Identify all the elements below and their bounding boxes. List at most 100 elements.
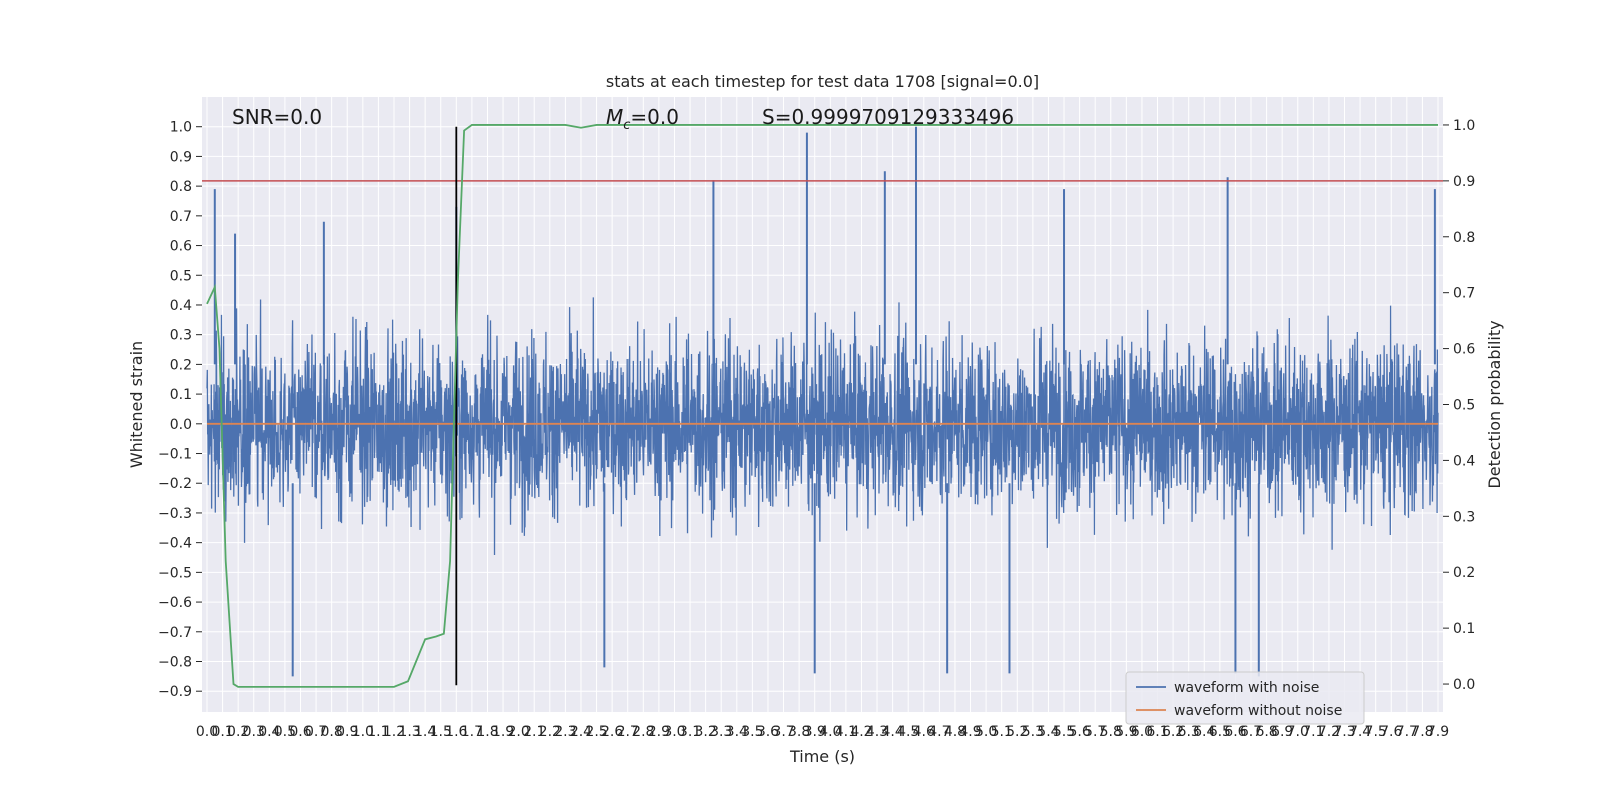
x-axis-ticks: 0.00.10.20.30.40.50.60.70.80.91.01.11.21… — [196, 724, 1449, 740]
y-right-axis-label: Detection probability — [1485, 320, 1504, 488]
x-tick-label: 5.4 — [1037, 724, 1059, 740]
legend: waveform with noise waveform without noi… — [1125, 671, 1365, 725]
x-tick-label: 4.1 — [835, 724, 857, 740]
x-tick-label: 2.3 — [554, 724, 576, 740]
y-tick-label: 0.2 — [170, 357, 192, 373]
y-tick-label: −0.2 — [158, 476, 192, 492]
x-tick-label: 2.8 — [632, 724, 654, 740]
x-tick-label: 3.6 — [757, 724, 779, 740]
detection-probability-line — [206, 124, 1438, 688]
y-right-tick-label: 0.2 — [1453, 565, 1475, 581]
x-tick-label: 3.8 — [788, 724, 810, 740]
x-tick-label: 2.6 — [601, 724, 623, 740]
snr-annotation: SNR=0.0 — [232, 105, 322, 129]
x-tick-label: 4.2 — [850, 724, 872, 740]
series-lines — [202, 124, 1443, 688]
x-tick-label: 7.5 — [1365, 724, 1387, 740]
x-tick-label: 5.5 — [1053, 724, 1075, 740]
x-tick-label: 5.2 — [1006, 724, 1028, 740]
x-tick-label: 4.7 — [928, 724, 950, 740]
x-tick-label: 7.0 — [1287, 724, 1309, 740]
x-tick-label: 4.8 — [944, 724, 966, 740]
legend-label-waveform-with-noise: waveform with noise — [1174, 680, 1319, 696]
x-tick-label: 3.4 — [726, 724, 748, 740]
x-tick-label: 7.3 — [1333, 724, 1355, 740]
x-tick-label: 5.0 — [975, 724, 997, 740]
x-tick-label: 3.7 — [772, 724, 794, 740]
x-tick-label: 1.2 — [383, 724, 405, 740]
x-tick-label: 0.6 — [289, 724, 311, 740]
x-tick-label: 1.0 — [352, 724, 374, 740]
x-tick-label: 0.4 — [258, 724, 280, 740]
y-right-tick-label: 0.4 — [1453, 453, 1475, 469]
x-tick-label: 1.4 — [414, 724, 436, 740]
y-tick-label: −0.9 — [158, 684, 192, 700]
x-tick-label: 7.4 — [1349, 724, 1371, 740]
x-tick-label: 0.1 — [211, 724, 233, 740]
x-tick-label: 7.2 — [1318, 724, 1340, 740]
y-tick-label: −0.3 — [158, 506, 192, 522]
x-tick-label: 7.7 — [1396, 724, 1418, 740]
y-tick-label: −0.4 — [158, 536, 192, 552]
x-tick-label: 4.5 — [897, 724, 919, 740]
x-tick-label: 1.1 — [367, 724, 389, 740]
legend-label-waveform-without-noise: waveform without noise — [1174, 703, 1342, 719]
x-tick-label: 3.1 — [679, 724, 701, 740]
y-right-tick-label: 1.0 — [1453, 118, 1475, 134]
x-tick-label: 7.6 — [1380, 724, 1402, 740]
y-tick-label: 0.1 — [170, 387, 192, 403]
x-tick-label: 0.5 — [274, 724, 296, 740]
x-tick-label: 7.1 — [1302, 724, 1324, 740]
x-tick-label: 1.7 — [461, 724, 483, 740]
chirp-mass-annotation: Mc=0.0 — [606, 105, 679, 133]
y-right-axis-ticks: 0.0 0.1 0.2 0.3 0.4 0.5 0.6 0.7 0.8 0.9 1.0 — [1443, 118, 1475, 693]
x-tick-label: 5.8 — [1100, 724, 1122, 740]
x-tick-label: 3.5 — [741, 724, 763, 740]
series-waveform-with-noise — [206, 126, 1439, 677]
x-tick-label: 6.4 — [1193, 724, 1215, 740]
y-right-tick-label: 0.0 — [1453, 677, 1475, 693]
y-tick-label: −0.8 — [158, 654, 192, 670]
x-tick-label: 3.9 — [804, 724, 826, 740]
x-tick-label: 6.1 — [1146, 724, 1168, 740]
x-tick-label: 4.4 — [881, 724, 903, 740]
y-right-tick-label: 0.1 — [1453, 621, 1475, 637]
x-tick-label: 1.3 — [398, 724, 420, 740]
x-tick-label: 4.0 — [819, 724, 841, 740]
x-tick-label: 5.3 — [1022, 724, 1044, 740]
x-tick-label: 7.8 — [1411, 724, 1433, 740]
legend-box — [1125, 671, 1365, 725]
s-annotation: S=0.9999709129333496 — [762, 105, 1014, 129]
y-tick-label: 0.5 — [170, 268, 192, 284]
x-tick-label: 3.2 — [695, 724, 717, 740]
x-tick-label: 6.0 — [1131, 724, 1153, 740]
y-tick-label: 0.0 — [170, 417, 192, 433]
chart-title: stats at each timestep for test data 170… — [606, 72, 1039, 91]
x-tick-label: 6.5 — [1209, 724, 1231, 740]
x-tick-label: 6.6 — [1224, 724, 1246, 740]
y-tick-label: −0.6 — [158, 595, 192, 611]
y-tick-label: 0.7 — [170, 209, 192, 225]
y-right-tick-label: 0.9 — [1453, 174, 1475, 190]
y-tick-label: 0.3 — [170, 328, 192, 344]
x-tick-label: 2.7 — [617, 724, 639, 740]
x-tick-label: 7.9 — [1427, 724, 1449, 740]
x-tick-label: 2.5 — [585, 724, 607, 740]
x-tick-label: 4.9 — [959, 724, 981, 740]
y-right-tick-label: 0.7 — [1453, 286, 1475, 302]
y-tick-label: −0.5 — [158, 565, 192, 581]
chirp-mass-symbol: M — [606, 105, 623, 129]
y-tick-label: 0.6 — [170, 239, 192, 255]
x-tick-label: 0.2 — [227, 724, 249, 740]
y-tick-label: 1.0 — [170, 120, 192, 136]
x-tick-label: 0.8 — [321, 724, 343, 740]
x-tick-label: 0.7 — [305, 724, 327, 740]
y-right-tick-label: 0.6 — [1453, 342, 1475, 358]
x-axis-label: Time (s) — [789, 747, 855, 766]
x-tick-label: 0.0 — [196, 724, 218, 740]
x-tick-label: 6.7 — [1240, 724, 1262, 740]
x-tick-label: 5.6 — [1068, 724, 1090, 740]
x-tick-label: 4.3 — [866, 724, 888, 740]
x-tick-label: 6.2 — [1162, 724, 1184, 740]
